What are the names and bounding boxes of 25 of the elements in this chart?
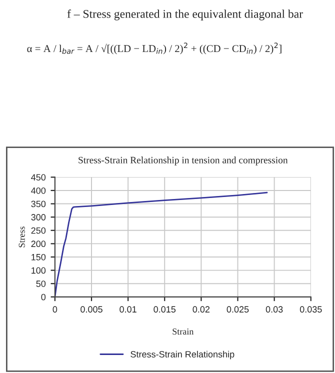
y-tick-label: 0 (41, 294, 46, 300)
text: f – Stress generated in the equivalent diagonal bar (67, 9, 303, 20)
x-tick-label: 0.02 (192, 306, 210, 313)
text: α = A / l$_{bar}$ = A / √[((LD − LD$_{in}$) / 2)$^{2}$ + ((CD − CD$_{in}$) / 2)$^{2}$] (27, 42, 282, 54)
x-tick-label: 0.025 (226, 306, 249, 313)
x-axis-title: Strain (172, 328, 194, 335)
y-tick-label: 150 (32, 254, 46, 260)
y-tick-label: 200 (31, 240, 46, 248)
x-tick-label: 0.01 (120, 306, 136, 313)
y-tick-label: 100 (32, 267, 46, 274)
y-axis-title: Stress (18, 226, 25, 248)
x-tick-label: 0 (52, 306, 58, 313)
y-tick-label: 350 (31, 200, 46, 208)
y-tick-label: 400 (31, 187, 46, 194)
x-tick-label: 0.035 (300, 306, 322, 313)
line-series (54, 192, 268, 297)
y-tick-label: 250 (31, 227, 46, 234)
x-tick-label: 0.005 (80, 306, 102, 313)
y-tick-label: 50 (36, 280, 46, 287)
chart-title: Stress-Strain Relationship in tension and compression (78, 156, 288, 166)
y-tick-label: 300 (31, 214, 46, 220)
x-tick-label: 0.015 (154, 306, 176, 313)
y-tick-label: 450 (31, 174, 46, 181)
x-tick-label: 0.03 (266, 306, 283, 313)
legend-label: Stress-Strain Relationship (130, 350, 234, 360)
